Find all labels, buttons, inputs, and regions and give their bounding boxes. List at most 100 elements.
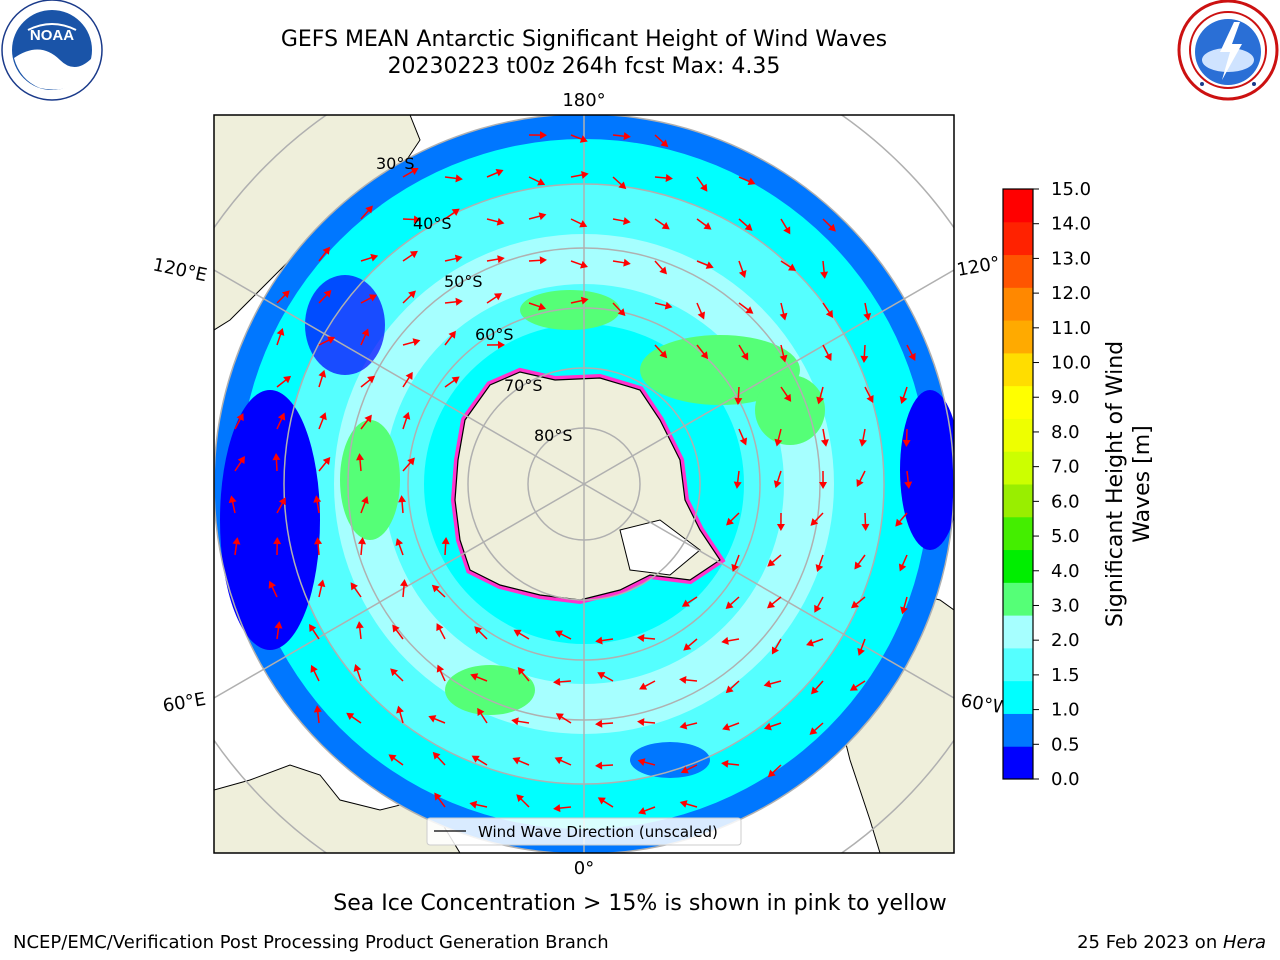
wind-arrow-head xyxy=(365,205,373,214)
wind-arrow-head xyxy=(436,623,444,632)
wind-arrow-head xyxy=(313,705,322,713)
colorbar-tick-label: 13.0 xyxy=(1051,248,1091,269)
colorbar-cell xyxy=(1003,516,1033,551)
wind-arrow-head xyxy=(767,559,776,567)
wind-arrow-head xyxy=(554,630,563,638)
colorbar-tick-label: 12.0 xyxy=(1051,283,1091,304)
wind-arrow-head xyxy=(898,563,907,572)
wind-arrow-head xyxy=(402,411,411,420)
wind-arrow-head xyxy=(361,328,370,337)
wind-arrow-head xyxy=(725,685,734,694)
wind-arrow-head xyxy=(407,457,415,466)
wind-arrow-head xyxy=(448,330,456,339)
wind-arrow-head xyxy=(323,289,332,298)
noaa-logo: NOAA xyxy=(1,0,103,101)
wind-arrow-head xyxy=(811,686,819,695)
colorbar-frame xyxy=(1002,188,1034,780)
lat-label-80s: 80°S xyxy=(534,426,573,445)
colorbar-tick-label: 1.0 xyxy=(1051,700,1080,721)
wind-arrow-head xyxy=(412,338,421,346)
colorbar-cell xyxy=(1003,254,1033,288)
wind-arrow-head xyxy=(747,177,756,186)
colorbar-cell xyxy=(1003,320,1033,354)
wind-arrow-head xyxy=(815,564,824,573)
wind-arrow-head xyxy=(283,375,292,384)
lon-label-120w: 120° xyxy=(955,253,1001,281)
wind-arrow-head xyxy=(370,253,379,262)
wind-arrow-head xyxy=(278,497,286,506)
wind-arrow-head xyxy=(700,351,709,360)
wind-arrow-head xyxy=(398,495,407,503)
wind-arrow-head xyxy=(390,668,398,677)
wind-arrow-head xyxy=(368,294,378,302)
wind-arrow-head xyxy=(317,579,326,588)
wind-arrow-head xyxy=(309,624,317,633)
wind-arrow-head xyxy=(451,208,460,216)
wind-arrow-head xyxy=(455,174,463,183)
wind-arrow-head xyxy=(809,727,818,735)
wind-arrow-head xyxy=(638,807,647,815)
wind-arrow-head xyxy=(659,266,667,275)
wind-arrow-head xyxy=(820,439,829,447)
wind-arrow-head xyxy=(902,439,911,447)
wind-arrow-head xyxy=(274,621,283,629)
wind-arrow-head xyxy=(618,181,627,190)
wind-arrow-head xyxy=(310,664,318,673)
wind-arrow-head xyxy=(555,713,564,721)
wind-arrow-head xyxy=(579,220,588,228)
wind-arrow-head xyxy=(553,677,561,686)
wind-arrow-head xyxy=(861,523,870,531)
wind-arrow-head xyxy=(428,715,437,723)
wind-arrow-head xyxy=(722,723,731,731)
wind-arrow-head xyxy=(767,600,775,609)
wind-arrow-head xyxy=(355,621,364,629)
footer-machine: Hera xyxy=(1222,932,1266,953)
wind-arrow-head xyxy=(236,413,244,422)
wind-arrow-head xyxy=(232,537,241,545)
wind-arrow-head xyxy=(899,396,908,405)
wind-arrow-head xyxy=(904,481,913,489)
wind-arrow-head xyxy=(538,212,547,221)
wind-arrow-head xyxy=(580,260,588,269)
wind-arrow-head xyxy=(511,717,519,726)
wind-arrow-head xyxy=(319,412,327,421)
wind-arrow-head xyxy=(413,215,421,224)
wind-arrow-head xyxy=(681,599,690,607)
wind-arrow-head xyxy=(679,721,688,730)
wind-arrow-head xyxy=(314,537,323,545)
wind-arrow-head xyxy=(863,312,872,321)
wind-arrow-head xyxy=(810,518,819,526)
wind-arrow-head xyxy=(313,495,322,503)
colorbar-cell xyxy=(1003,352,1033,387)
wind-arrow-head xyxy=(327,336,336,344)
wind-arrow-head xyxy=(637,718,645,727)
wind-arrow-head xyxy=(477,707,485,716)
colorbar-cell xyxy=(1003,221,1033,256)
wind-arrow-head xyxy=(741,352,749,361)
wind-arrow-head xyxy=(361,496,369,505)
wind-arrow-head xyxy=(554,756,563,765)
wind-arrow-head xyxy=(779,312,788,321)
wind-arrow-head xyxy=(763,679,772,688)
wind-arrow-head xyxy=(738,270,747,278)
wind-arrow-head xyxy=(700,183,708,192)
africa-land xyxy=(214,764,461,853)
colorbar-tick-label: 6.0 xyxy=(1051,491,1080,512)
wind-arrow-head xyxy=(597,797,606,805)
footer-date-text: 25 Feb 2023 on xyxy=(1077,932,1223,953)
wind-arrow-head xyxy=(454,254,463,263)
wind-arrow-head xyxy=(539,131,547,140)
wind-arrow-head xyxy=(825,309,834,318)
wind-arrow-head xyxy=(639,682,648,690)
wind-arrow-head xyxy=(703,222,712,230)
wind-arrow-head xyxy=(281,290,290,299)
wind-arrow-head xyxy=(322,246,330,255)
wind-arrow-head xyxy=(388,754,397,762)
wind-arrow-head xyxy=(364,414,372,423)
wind-arrow-head xyxy=(512,757,521,765)
colorbar-cell xyxy=(1003,287,1033,321)
wind-arrow-head xyxy=(856,479,864,488)
wind-arrow-head xyxy=(820,271,829,279)
wind-arrow-head xyxy=(392,624,400,633)
wind-arrow-head xyxy=(679,675,687,684)
